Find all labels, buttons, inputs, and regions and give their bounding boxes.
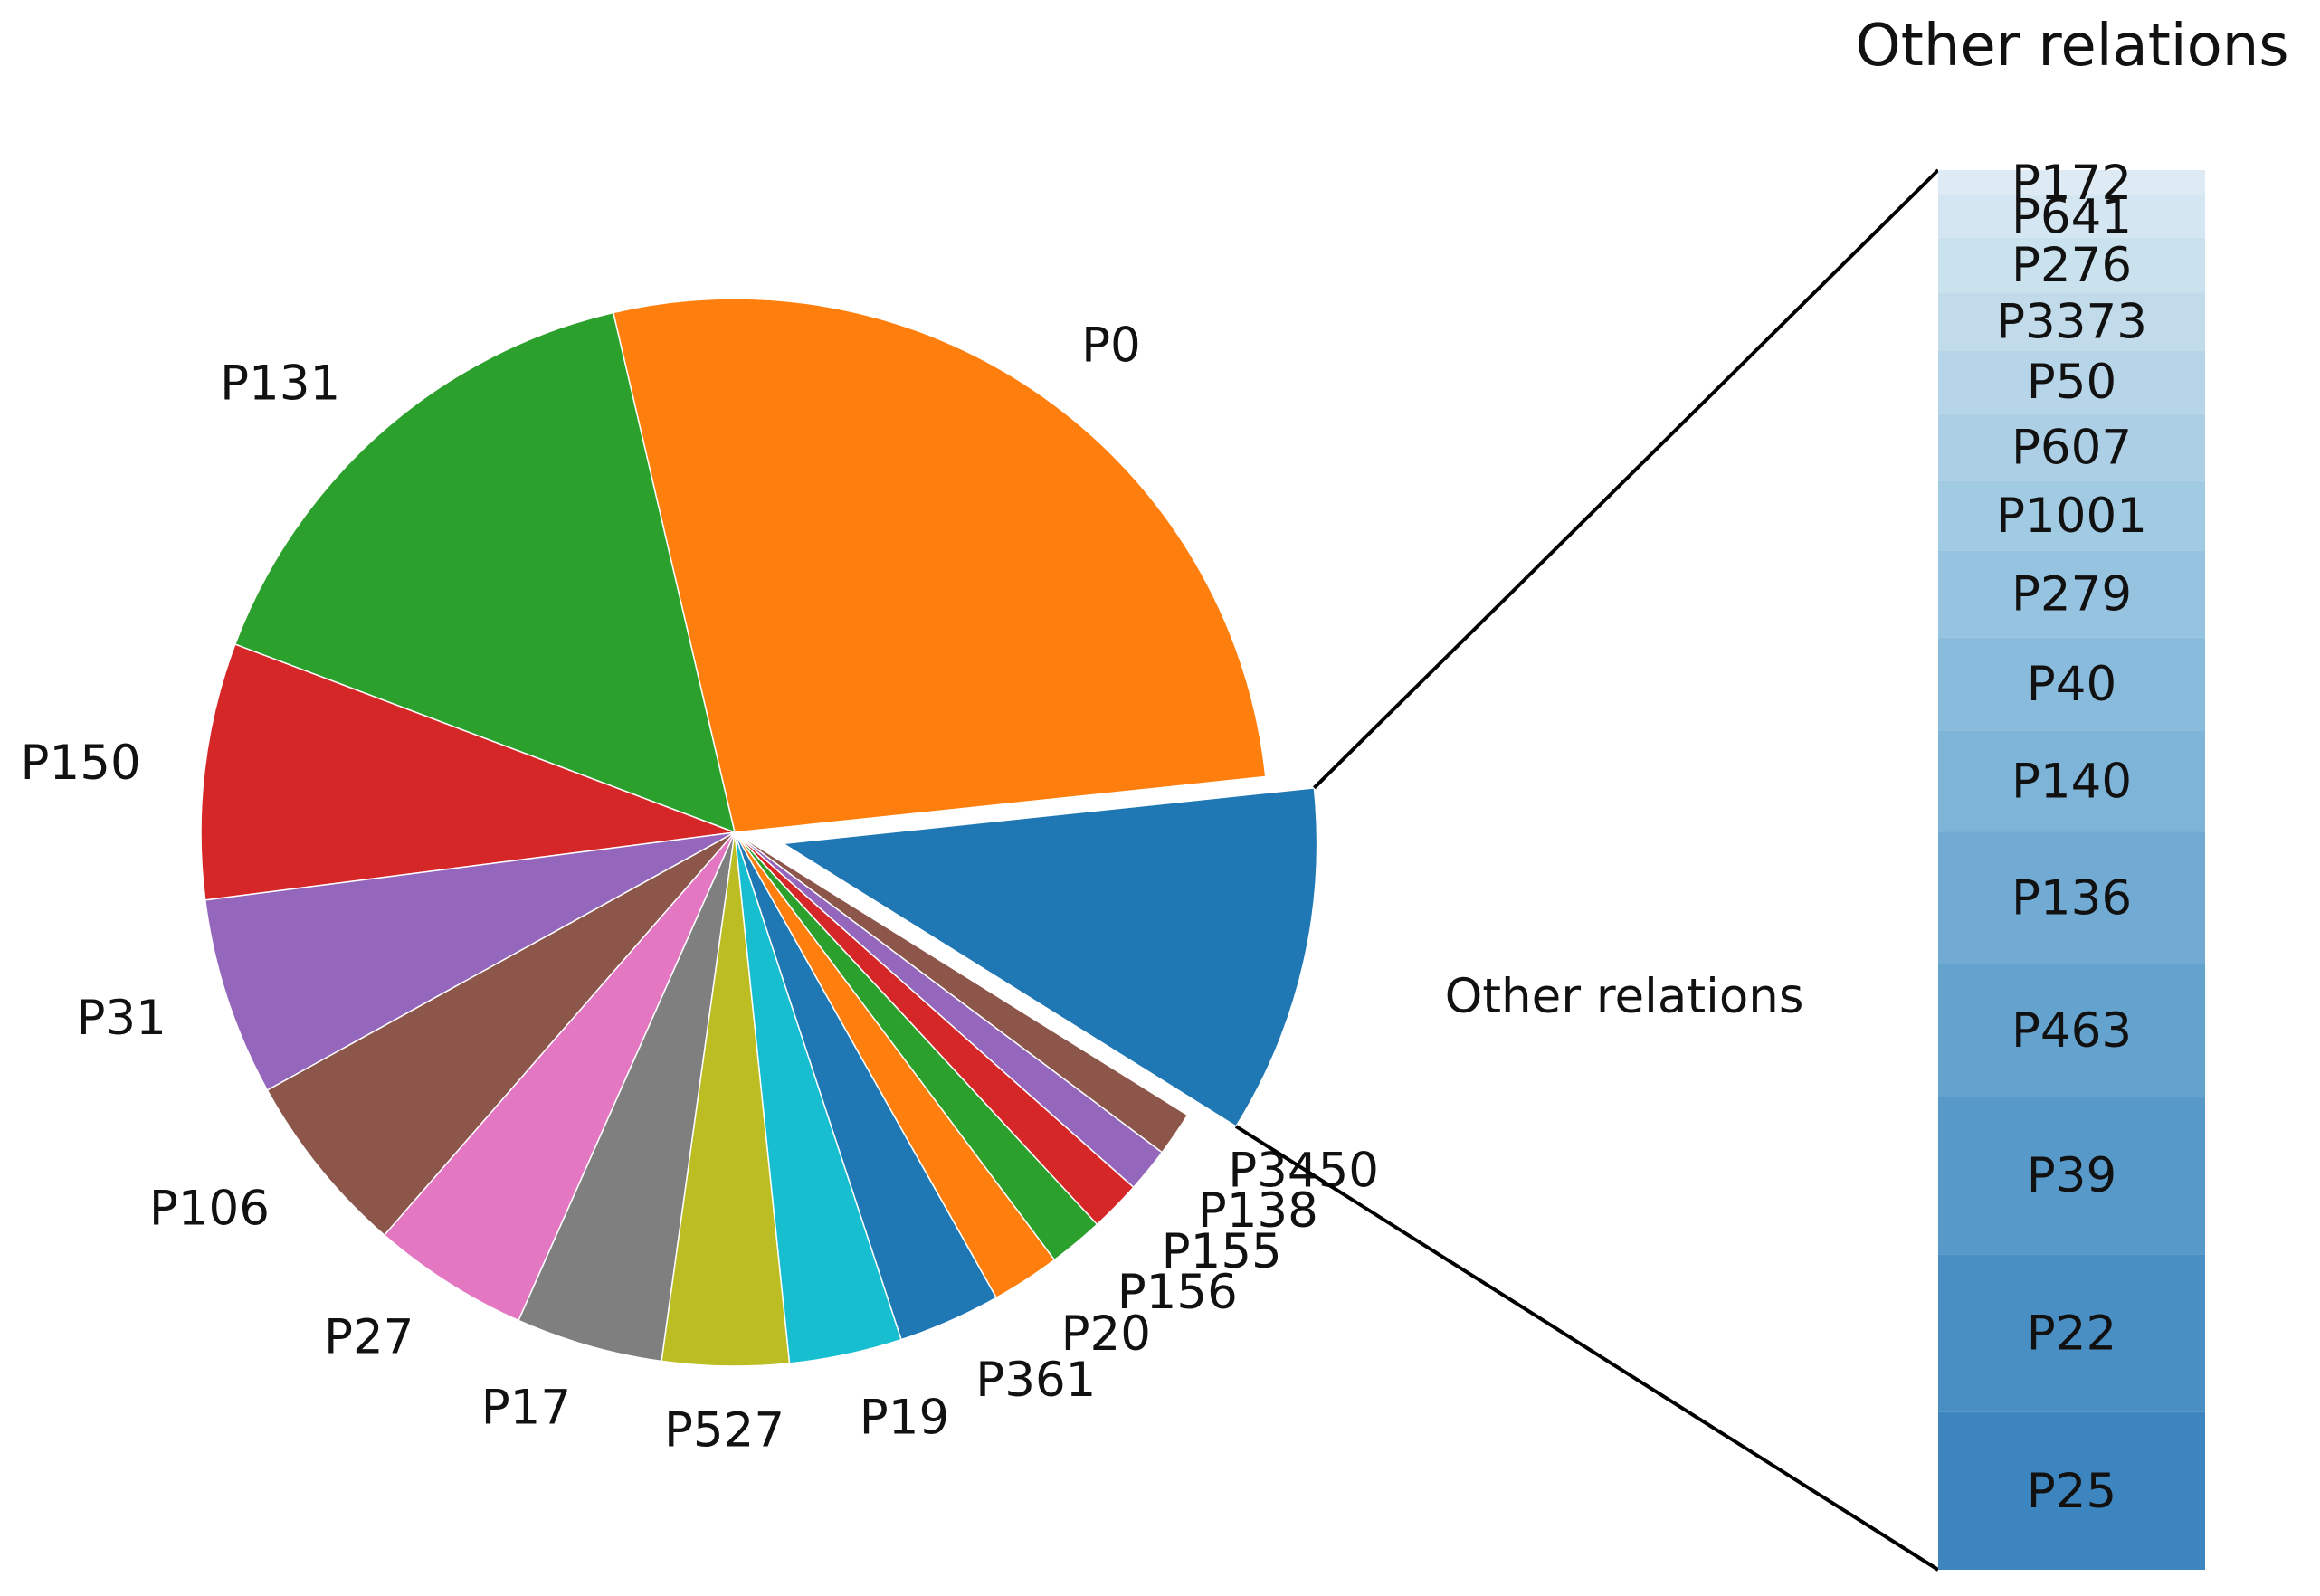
bar-segment-p136 — [1938, 831, 2205, 964]
bar-segment-p3373 — [1938, 292, 2205, 351]
pie-label-p27: P27 — [324, 1310, 414, 1365]
pie-label-p527: P527 — [664, 1403, 784, 1458]
pie-label-p17: P17 — [481, 1381, 571, 1436]
bar-segment-p22 — [1938, 1254, 2205, 1412]
bar-segment-p50 — [1938, 350, 2205, 414]
pie-label-p138: P138 — [1198, 1183, 1318, 1239]
bar-segment-p463 — [1938, 964, 2205, 1097]
bar-chart-title: Other relations — [1855, 13, 2288, 80]
stacked-bar-chart: P25 P22 P39 P463 P136 P140 P40 P279 P1001 P607 P50… — [1938, 156, 2205, 1570]
bar-label-p136: P136 — [2011, 871, 2132, 926]
pie-slice-p0 — [612, 298, 1267, 833]
pie-slice-p17 — [518, 831, 736, 1363]
bar-label-p463: P463 — [2011, 1003, 2132, 1059]
pie-label-p106: P106 — [149, 1181, 270, 1236]
pie-slice-other-relations — [781, 787, 1318, 1127]
bar-label-p172: P172 — [2011, 156, 2132, 211]
bar-label-p276: P276 — [2011, 238, 2132, 293]
pie-label-p20: P20 — [1061, 1306, 1151, 1362]
bar-segment-p172 — [1938, 170, 2205, 196]
pie-slice-p106 — [266, 831, 736, 1237]
pie-label-p0: P0 — [1081, 318, 1141, 374]
pie-label-p19: P19 — [860, 1390, 949, 1445]
bar-segment-p276 — [1938, 237, 2205, 293]
bar-label-p279: P279 — [2011, 566, 2132, 622]
pie-slice-p131 — [233, 311, 737, 834]
pie-label-p361: P361 — [975, 1353, 1096, 1408]
pie-label-p131: P131 — [220, 356, 340, 411]
pie-label-other-relations: Other relations — [1445, 969, 1804, 1024]
pie-slice-p31 — [204, 831, 736, 1091]
connector-lines — [1234, 168, 1940, 1572]
pie-slice-p3450 — [734, 831, 1189, 1154]
bar-label-p641: P641 — [2011, 189, 2132, 244]
bar-segment-p279 — [1938, 550, 2205, 638]
pie-label-p31: P31 — [76, 991, 166, 1046]
bar-label-p607: P607 — [2011, 421, 2132, 476]
pie-slice-p150 — [200, 643, 736, 901]
bar-segment-p140 — [1938, 730, 2205, 832]
bar-label-p39: P39 — [2027, 1148, 2116, 1203]
bar-segment-p39 — [1938, 1097, 2205, 1255]
bar-segment-p607 — [1938, 413, 2205, 481]
bar-label-p25: P25 — [2027, 1464, 2116, 1519]
bar-label-p22: P22 — [2027, 1306, 2116, 1362]
connector-line-bottom — [1234, 1125, 1940, 1572]
bar-label-p40: P40 — [2027, 657, 2116, 712]
bar-segment-p641 — [1938, 195, 2205, 238]
bar-segment-p25 — [1938, 1411, 2205, 1570]
bar-label-p140: P140 — [2011, 754, 2132, 809]
connector-line-top — [1312, 168, 1940, 790]
bar-label-p50: P50 — [2027, 355, 2116, 410]
bar-segment-p1001 — [1938, 480, 2205, 551]
bar-label-p1001: P1001 — [1996, 489, 2147, 544]
bar-label-p3373: P3373 — [1996, 294, 2147, 349]
pie-label-p150: P150 — [21, 736, 141, 791]
pie-chart: Other relations P0 P131 P150 P31 P106 P27 P17 P5… — [21, 298, 1804, 1458]
bar-segment-p40 — [1938, 637, 2205, 731]
pie-label-p156: P156 — [1117, 1265, 1238, 1320]
pie-slice-p27 — [383, 831, 736, 1322]
pie-label-p155: P155 — [1162, 1224, 1282, 1279]
